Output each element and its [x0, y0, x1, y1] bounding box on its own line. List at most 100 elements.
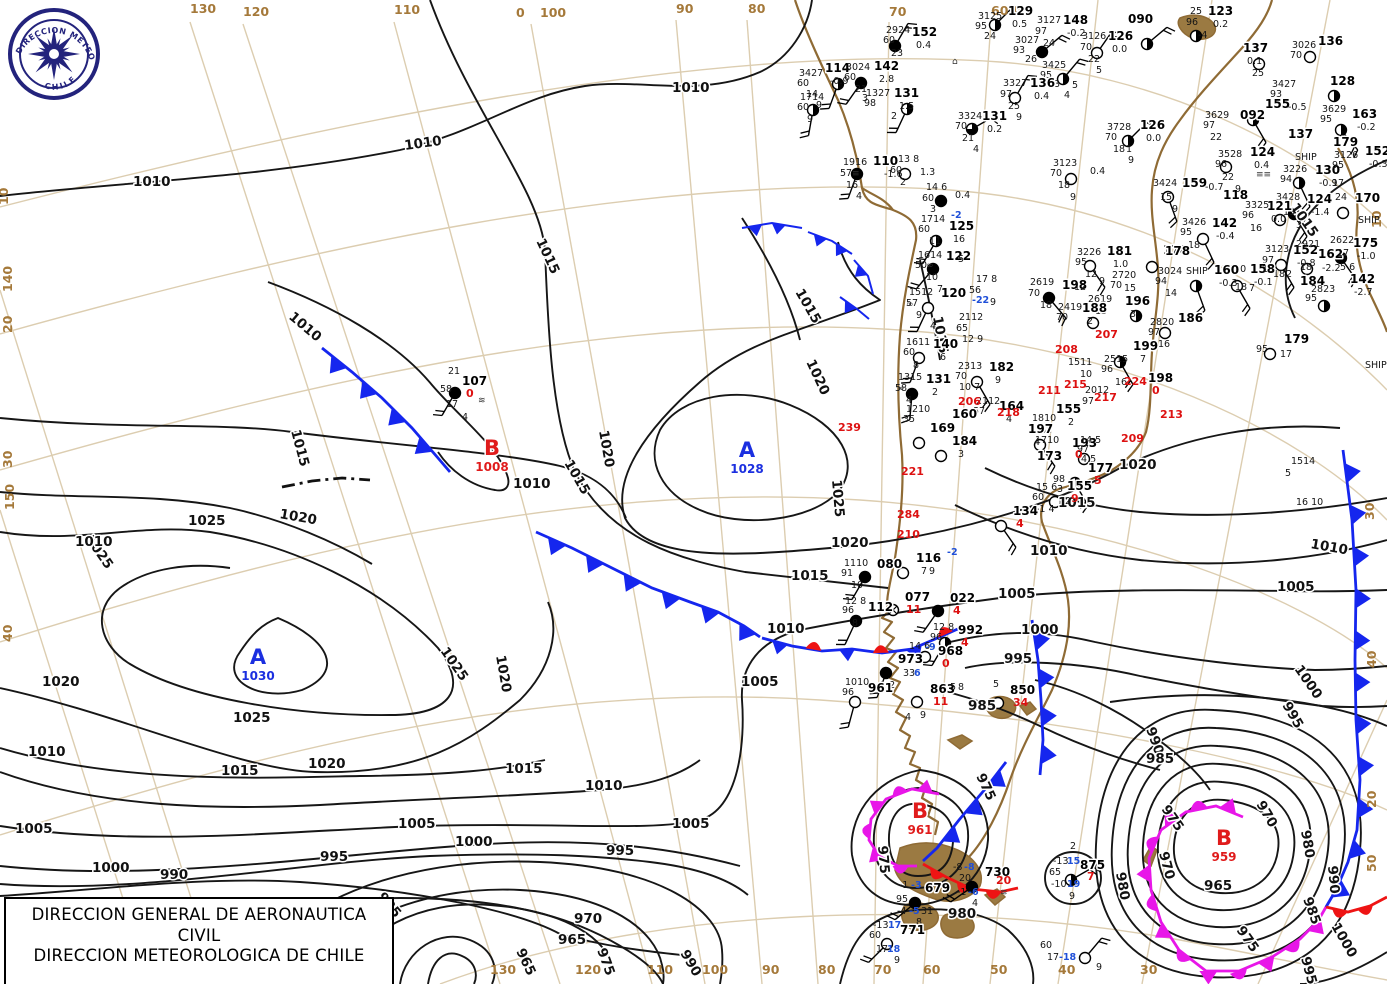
parallel-line — [0, 326, 1387, 521]
isobar-value-label: 980 — [948, 906, 976, 922]
wind-barb-feather — [839, 726, 849, 730]
station-pressure-label: 107 — [462, 374, 487, 388]
front-triangle-pip — [547, 537, 567, 556]
isobar-value-label: 1020 — [831, 535, 869, 551]
station-circle — [1287, 207, 1301, 221]
isobar-value-label: 1020 — [42, 674, 80, 690]
station-data-label: 97 — [1035, 26, 1047, 37]
station-data-label: -0.8 — [1297, 258, 1316, 269]
station-data-label: 6 — [940, 352, 946, 363]
station-data-label: 95 — [1305, 293, 1317, 304]
isobar-path — [984, 467, 1387, 516]
wind-barb-feather — [1082, 505, 1089, 514]
station-data-label: 91 — [841, 568, 853, 579]
station-data-label: 2 — [1065, 496, 1071, 507]
coastline-path — [861, 187, 894, 211]
isobar-path — [0, 879, 691, 957]
chart-title-box: DIRECCION GENERAL DE AERONAUTICA CIVIL D… — [4, 897, 394, 984]
wind-barb-feather — [1076, 62, 1086, 66]
grid-coordinate-label: 30 — [1140, 962, 1158, 977]
front-trough — [281, 476, 371, 489]
grid-coordinate-label: 20 — [1364, 790, 1379, 808]
wind-barb-feather — [901, 381, 911, 384]
station-pressure-label: 188 — [1082, 301, 1107, 315]
station-data-label: 3528 — [1218, 149, 1242, 160]
station-circle — [848, 695, 862, 709]
station-data-label: 12 8 — [933, 622, 954, 633]
station-data-label: 2619 — [1088, 294, 1112, 305]
station-pressure-label: 961 — [868, 681, 893, 695]
station-data-label: 12 8 — [845, 596, 866, 607]
station-pressure-label: 159 — [1182, 176, 1207, 190]
front-triangle-pip — [1219, 798, 1237, 815]
isobar-value-label: 1005 — [15, 821, 53, 837]
station-circle — [921, 301, 935, 315]
station-data-label: 4 5 — [1081, 454, 1096, 465]
station-data-label: -0.2 — [1357, 122, 1376, 133]
station-data-label: 23 — [891, 48, 903, 59]
station-data-label: 96 — [1186, 17, 1198, 28]
weather-glyph: ≋ — [478, 396, 486, 406]
front-triangle-pip — [964, 797, 983, 816]
station-red-label: 209 — [1121, 432, 1144, 445]
station-data-label: 5 — [958, 254, 964, 265]
station-data-label: 17 — [1280, 349, 1292, 360]
station-red-label: 207 — [1095, 328, 1118, 341]
station-circle — [858, 570, 872, 584]
station-data-label: 9 — [920, 710, 926, 721]
station-data-label: -1 4 — [1036, 504, 1055, 515]
wind-barb-feather — [1079, 501, 1087, 510]
parallel-line — [0, 57, 1387, 229]
wind-barb-feather — [1101, 937, 1111, 942]
station-data-label: 2012 — [1085, 385, 1109, 396]
station-data-label: -0.4 — [1216, 231, 1235, 242]
station-data-label: 4 — [973, 144, 979, 155]
station-pressure-label: 198 — [1148, 371, 1173, 385]
station-circle-half — [1128, 135, 1134, 147]
station-pressure-label: 137 — [1288, 127, 1313, 141]
isobar-value-label: 985 — [968, 698, 996, 714]
station-circle — [965, 880, 979, 894]
station-data-label: 0.4 — [1090, 166, 1105, 177]
station-blue-label: -5 — [909, 906, 920, 917]
station-data-label: 2924 — [886, 25, 910, 36]
isobar-value-label: 995 — [1004, 651, 1032, 667]
station-circle — [912, 436, 926, 450]
station-data-label: 57 — [840, 168, 852, 179]
station-data-label: 70 — [1080, 42, 1092, 53]
grid-coordinate-label: 80 — [748, 1, 766, 16]
station-pressure-label: 077 — [905, 590, 930, 604]
station-circle — [448, 386, 462, 400]
station-pressure-label: 181 — [1107, 244, 1132, 258]
station-circle — [879, 666, 893, 680]
grid-coordinate-label: 10 — [0, 187, 11, 205]
station-data-label: 93 — [1270, 89, 1282, 100]
station-red-label: 0 — [1152, 384, 1160, 397]
station-data-label: 1 2 — [880, 680, 895, 691]
station-circle — [850, 167, 864, 181]
wind-barb-feather — [845, 593, 855, 597]
station-circle — [1300, 262, 1314, 276]
station-data-label: 21 — [855, 84, 867, 95]
station-data-label: 3428 — [1276, 192, 1300, 203]
logo-compass-star — [28, 28, 80, 80]
isobar-value-label: 1025 — [437, 644, 472, 684]
station-data-label: 3026 — [1292, 40, 1316, 51]
station-data-label: 1710 — [1035, 435, 1059, 446]
station-data-label: -4 — [1198, 30, 1207, 41]
station-data-label: 93 — [1013, 45, 1025, 56]
wind-barb-feather — [800, 130, 810, 134]
station-data-label: 0.0 — [1112, 44, 1127, 55]
wind-barb-feather — [1205, 257, 1213, 266]
station-pressure-label: 679 — [925, 881, 950, 895]
station-pressure-label: 125 — [949, 219, 974, 233]
station-circle — [1196, 232, 1210, 246]
isobar-value-label: 1010 — [585, 778, 623, 794]
station-red-label: 4 — [1016, 517, 1024, 530]
station-circle-half — [1334, 90, 1340, 102]
station-data-label: 35 — [903, 414, 915, 425]
station-circle — [908, 896, 922, 910]
isobar-value-label: 990 — [677, 947, 705, 979]
service-title: DIRECCION METEOROLOGICA DE CHILE — [33, 946, 365, 966]
